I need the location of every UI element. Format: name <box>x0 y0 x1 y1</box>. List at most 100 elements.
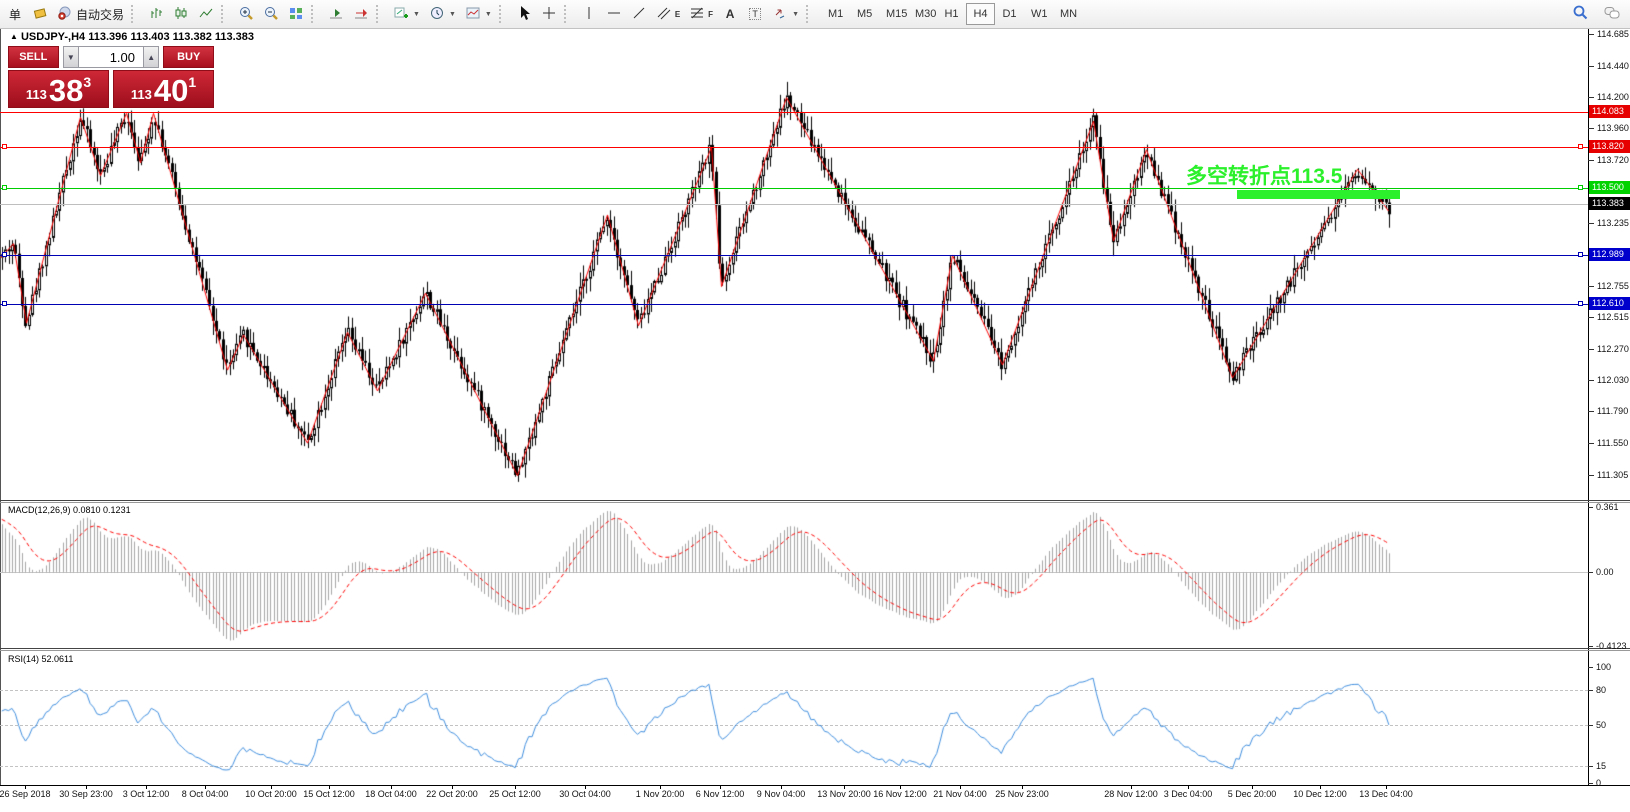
cursor-button[interactable] <box>512 2 536 26</box>
rsi-axis-label: 0 <box>1596 778 1602 788</box>
time-axis-tick <box>205 785 206 789</box>
line-chart-icon <box>198 5 214 24</box>
fibo-letter: F <box>708 9 714 19</box>
price-axis-label: 114.440 <box>1597 61 1629 71</box>
gold-box-button[interactable] <box>28 2 52 26</box>
main-chart-pane[interactable] <box>0 28 1588 500</box>
zoom-in-button[interactable] <box>234 2 258 26</box>
candlestick-chart-button[interactable] <box>169 2 193 26</box>
timeframe-m1[interactable]: M1 <box>821 3 850 25</box>
timeframe-h4[interactable]: H4 <box>966 3 995 25</box>
macd-pane[interactable] <box>0 502 1588 648</box>
autotrading-icon <box>57 5 73 24</box>
cursor-icon <box>516 5 532 24</box>
volume-decrease-button[interactable]: ▼ <box>62 46 79 68</box>
buy-price-display[interactable]: 113 40 1 <box>113 70 214 108</box>
price-axis-label: 114.685 <box>1597 29 1629 39</box>
volume-increase-button[interactable]: ▲ <box>143 46 160 68</box>
timeframe-m30[interactable]: M30 <box>908 3 937 25</box>
arrow-objects-button[interactable]: ▼ <box>768 2 803 26</box>
sell-button[interactable]: SELL <box>8 46 59 68</box>
search-icon <box>1572 4 1589 24</box>
candlestick-chart-icon <box>173 5 189 24</box>
buy-button[interactable]: BUY <box>163 46 214 68</box>
bar-chart-button[interactable] <box>144 2 168 26</box>
timeframe-d1[interactable]: D1 <box>995 3 1024 25</box>
toolbar-separator <box>376 5 384 23</box>
timeframe-m15[interactable]: M15 <box>879 3 908 25</box>
time-axis-tick <box>86 785 87 789</box>
time-axis-tick <box>1131 785 1132 789</box>
equidistant-channel-button[interactable]: E <box>652 2 684 26</box>
periods-button[interactable]: ▼ <box>425 2 460 26</box>
text-button[interactable]: A <box>718 2 742 26</box>
price-axis-label: 111.305 <box>1597 470 1629 480</box>
rsi-axis-tick <box>1588 667 1593 668</box>
crosshair-button[interactable] <box>537 2 561 26</box>
auto-scroll-button[interactable] <box>324 2 348 26</box>
timeframe-m5[interactable]: M5 <box>850 3 879 25</box>
new-order-button[interactable]: 单 <box>3 2 27 26</box>
trendline-button[interactable] <box>627 2 651 26</box>
chart-ohlc-readout: ▲ USDJPY-,H4 113.396 113.403 113.382 113… <box>10 31 254 43</box>
gold-box-icon <box>32 5 48 24</box>
macd-axis-label: -0.4123 <box>1596 641 1627 651</box>
ohlc-values: 113.396 113.403 113.382 113.383 <box>88 31 255 43</box>
time-axis-tick <box>146 785 147 789</box>
timeframe-mn[interactable]: MN <box>1053 3 1082 25</box>
autotrading-label: 自动交易 <box>76 7 125 22</box>
sell-price-display[interactable]: 113 38 3 <box>8 70 109 108</box>
add-indicator-button[interactable]: ▼ <box>389 2 424 26</box>
time-axis-tick <box>585 785 586 789</box>
time-axis-label: 15 Oct 12:00 <box>303 789 355 799</box>
time-axis-tick <box>515 785 516 789</box>
search-button[interactable] <box>1568 2 1593 26</box>
timeframe-w1[interactable]: W1 <box>1024 3 1053 25</box>
price-axis-tick <box>1588 349 1594 350</box>
chevron-down-icon: ▼ <box>792 10 799 18</box>
price-axis-tick <box>1588 317 1594 318</box>
collapse-marker-icon[interactable]: ▲ <box>10 32 18 41</box>
time-axis-label: 10 Oct 20:00 <box>245 789 297 799</box>
time-axis-label: 21 Nov 04:00 <box>933 789 987 799</box>
templates-button[interactable]: ▼ <box>461 2 496 26</box>
price-label-chip: 112.989 <box>1589 248 1630 261</box>
chat-button[interactable] <box>1599 2 1625 26</box>
timeframe-group: M1 M5 M15 M30 H1 H4 D1 W1 MN <box>821 3 1082 25</box>
zoom-out-button[interactable] <box>259 2 283 26</box>
time-axis-tick <box>900 785 901 789</box>
price-label-chip: 112.610 <box>1589 297 1630 310</box>
time-axis-tick <box>720 785 721 789</box>
price-axis-tick <box>1588 223 1594 224</box>
text-label-button[interactable]: T <box>743 2 767 26</box>
rsi-axis-label: 15 <box>1596 761 1607 771</box>
time-axis-tick <box>1386 785 1387 789</box>
price-axis-label: 111.550 <box>1597 438 1629 448</box>
timeframe-h1[interactable]: H1 <box>937 3 966 25</box>
price-axis-label: 112.270 <box>1597 344 1629 354</box>
chart-shift-button[interactable] <box>349 2 373 26</box>
volume-input[interactable] <box>79 46 143 68</box>
pane-separator[interactable] <box>0 648 1630 649</box>
fibonacci-icon <box>689 5 705 24</box>
toolbar-separator <box>221 5 229 23</box>
price-axis-tick <box>1588 380 1594 381</box>
add-indicator-icon <box>393 5 409 24</box>
time-axis-label: 3 Oct 12:00 <box>122 789 170 799</box>
horizontal-line-button[interactable] <box>602 2 626 26</box>
buy-price-base: 113 <box>130 87 152 102</box>
fibonacci-button[interactable]: F <box>685 2 717 26</box>
price-label-chip: 114.083 <box>1589 105 1630 118</box>
pane-separator[interactable] <box>0 500 1630 501</box>
time-axis-label: 30 Oct 04:00 <box>559 789 611 799</box>
tile-windows-button[interactable] <box>284 2 308 26</box>
rsi-pane[interactable] <box>0 651 1588 785</box>
line-chart-button[interactable] <box>194 2 218 26</box>
vertical-line-button[interactable] <box>577 2 601 26</box>
buy-price-pips: 40 <box>153 72 189 108</box>
time-axis-label: 8 Oct 04:00 <box>181 789 229 799</box>
channel-letter: E <box>674 9 681 19</box>
autotrading-button[interactable]: 自动交易 <box>53 2 128 26</box>
price-axis-tick <box>1588 97 1594 98</box>
